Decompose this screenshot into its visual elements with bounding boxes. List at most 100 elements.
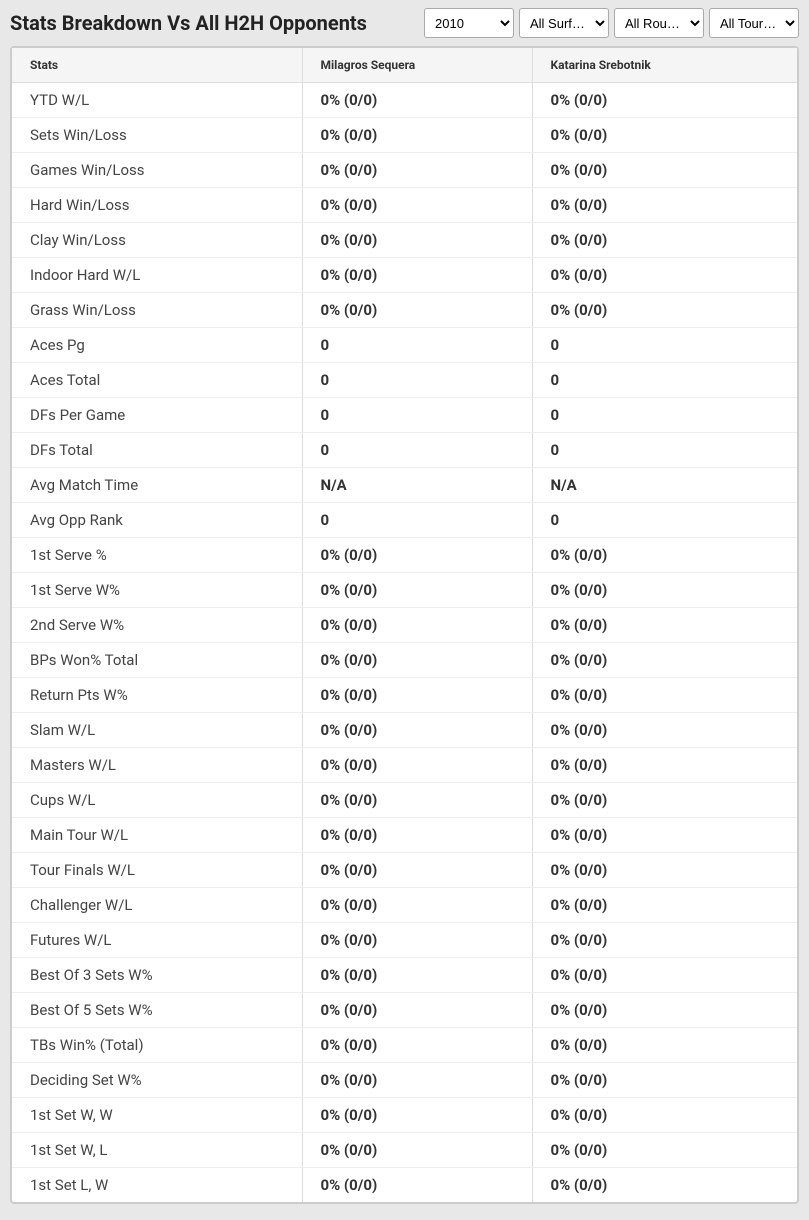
player1-value: 0% (0/0): [302, 1168, 532, 1203]
stat-label: Challenger W/L: [12, 888, 302, 923]
table-row: Clay Win/Loss0% (0/0)0% (0/0): [12, 223, 797, 258]
player1-value: 0: [302, 398, 532, 433]
tour-select[interactable]: All Tour…: [709, 8, 799, 38]
table-row: Hard Win/Loss0% (0/0)0% (0/0): [12, 188, 797, 223]
player1-value: 0% (0/0): [302, 118, 532, 153]
stat-label: Return Pts W%: [12, 678, 302, 713]
table-row: 1st Serve %0% (0/0)0% (0/0): [12, 538, 797, 573]
player1-value: 0% (0/0): [302, 573, 532, 608]
table-row: Games Win/Loss0% (0/0)0% (0/0): [12, 153, 797, 188]
player2-value: 0% (0/0): [532, 713, 797, 748]
page-header: Stats Breakdown Vs All H2H Opponents 201…: [0, 0, 809, 46]
table-row: 2nd Serve W%0% (0/0)0% (0/0): [12, 608, 797, 643]
stat-label: BPs Won% Total: [12, 643, 302, 678]
player2-value: 0% (0/0): [532, 1098, 797, 1133]
stat-label: Futures W/L: [12, 923, 302, 958]
player2-value: 0% (0/0): [532, 573, 797, 608]
table-row: Sets Win/Loss0% (0/0)0% (0/0): [12, 118, 797, 153]
table-row: 1st Set W, L0% (0/0)0% (0/0): [12, 1133, 797, 1168]
player2-value: 0% (0/0): [532, 188, 797, 223]
stat-label: Slam W/L: [12, 713, 302, 748]
player1-value: 0% (0/0): [302, 923, 532, 958]
player2-value: 0% (0/0): [532, 608, 797, 643]
stat-label: Best Of 5 Sets W%: [12, 993, 302, 1028]
table-row: YTD W/L0% (0/0)0% (0/0): [12, 83, 797, 118]
stat-label: 1st Serve W%: [12, 573, 302, 608]
player2-value: 0% (0/0): [532, 153, 797, 188]
player2-value: 0% (0/0): [532, 748, 797, 783]
player2-value: 0% (0/0): [532, 223, 797, 258]
player2-value: 0: [532, 398, 797, 433]
stat-label: Main Tour W/L: [12, 818, 302, 853]
player1-value: 0% (0/0): [302, 293, 532, 328]
player1-value: 0: [302, 363, 532, 398]
player2-value: N/A: [532, 468, 797, 503]
table-row: Aces Pg00: [12, 328, 797, 363]
player1-value: 0% (0/0): [302, 993, 532, 1028]
stat-label: Tour Finals W/L: [12, 853, 302, 888]
player1-value: 0% (0/0): [302, 888, 532, 923]
stat-label: Cups W/L: [12, 783, 302, 818]
page-title: Stats Breakdown Vs All H2H Opponents: [10, 11, 367, 35]
stat-label: Clay Win/Loss: [12, 223, 302, 258]
table-row: Avg Opp Rank00: [12, 503, 797, 538]
table-row: DFs Total00: [12, 433, 797, 468]
col-header-stats: Stats: [12, 48, 302, 83]
stat-label: Aces Pg: [12, 328, 302, 363]
player2-value: 0% (0/0): [532, 993, 797, 1028]
table-row: Indoor Hard W/L0% (0/0)0% (0/0): [12, 258, 797, 293]
player1-value: 0% (0/0): [302, 608, 532, 643]
stat-label: Sets Win/Loss: [12, 118, 302, 153]
table-row: Main Tour W/L0% (0/0)0% (0/0): [12, 818, 797, 853]
table-row: Masters W/L0% (0/0)0% (0/0): [12, 748, 797, 783]
player2-value: 0: [532, 503, 797, 538]
player1-value: 0% (0/0): [302, 153, 532, 188]
table-row: 1st Set L, W0% (0/0)0% (0/0): [12, 1168, 797, 1203]
table-body: YTD W/L0% (0/0)0% (0/0)Sets Win/Loss0% (…: [12, 83, 797, 1203]
round-select[interactable]: All Rou…: [614, 8, 704, 38]
player1-value: 0% (0/0): [302, 1028, 532, 1063]
player2-value: 0: [532, 363, 797, 398]
table-row: Grass Win/Loss0% (0/0)0% (0/0): [12, 293, 797, 328]
year-select[interactable]: 2010: [424, 8, 514, 38]
player1-value: 0% (0/0): [302, 748, 532, 783]
player2-value: 0% (0/0): [532, 923, 797, 958]
player1-value: N/A: [302, 468, 532, 503]
player1-value: 0: [302, 503, 532, 538]
player2-value: 0% (0/0): [532, 958, 797, 993]
surface-select[interactable]: All Surf…: [519, 8, 609, 38]
stats-table-wrapper: Stats Milagros Sequera Katarina Srebotni…: [10, 46, 799, 1204]
table-row: Cups W/L0% (0/0)0% (0/0): [12, 783, 797, 818]
player1-value: 0% (0/0): [302, 853, 532, 888]
table-row: Return Pts W%0% (0/0)0% (0/0): [12, 678, 797, 713]
stat-label: Avg Opp Rank: [12, 503, 302, 538]
table-row: Futures W/L0% (0/0)0% (0/0): [12, 923, 797, 958]
player1-value: 0% (0/0): [302, 1098, 532, 1133]
player1-value: 0% (0/0): [302, 258, 532, 293]
player1-value: 0% (0/0): [302, 1133, 532, 1168]
player2-value: 0% (0/0): [532, 818, 797, 853]
player2-value: 0% (0/0): [532, 783, 797, 818]
table-row: Slam W/L0% (0/0)0% (0/0): [12, 713, 797, 748]
player2-value: 0% (0/0): [532, 118, 797, 153]
player1-value: 0% (0/0): [302, 678, 532, 713]
table-row: 1st Set W, W0% (0/0)0% (0/0): [12, 1098, 797, 1133]
player1-value: 0% (0/0): [302, 783, 532, 818]
player2-value: 0: [532, 433, 797, 468]
player2-value: 0% (0/0): [532, 678, 797, 713]
stat-label: Grass Win/Loss: [12, 293, 302, 328]
player1-value: 0% (0/0): [302, 643, 532, 678]
player2-value: 0% (0/0): [532, 538, 797, 573]
stat-label: Best Of 3 Sets W%: [12, 958, 302, 993]
stat-label: Masters W/L: [12, 748, 302, 783]
player2-value: 0: [532, 328, 797, 363]
player2-value: 0% (0/0): [532, 83, 797, 118]
player1-value: 0% (0/0): [302, 1063, 532, 1098]
table-row: Best Of 3 Sets W%0% (0/0)0% (0/0): [12, 958, 797, 993]
table-header-row: Stats Milagros Sequera Katarina Srebotni…: [12, 48, 797, 83]
stat-label: 2nd Serve W%: [12, 608, 302, 643]
player1-value: 0: [302, 328, 532, 363]
stat-label: Avg Match Time: [12, 468, 302, 503]
col-header-player2: Katarina Srebotnik: [532, 48, 797, 83]
table-row: Best Of 5 Sets W%0% (0/0)0% (0/0): [12, 993, 797, 1028]
